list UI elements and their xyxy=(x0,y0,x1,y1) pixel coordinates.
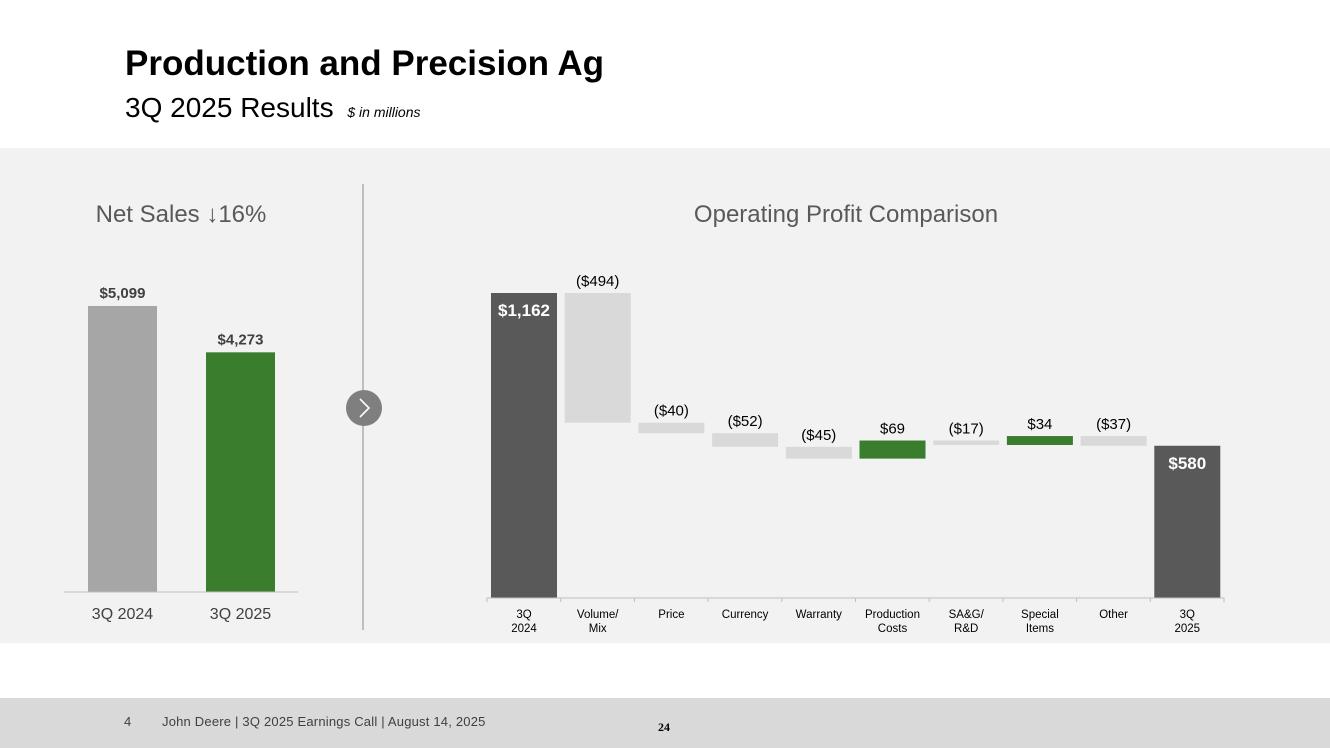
bar xyxy=(564,293,631,423)
page-title: Production and Precision Ag xyxy=(125,44,605,83)
x-tick-label: 3Q 2025 xyxy=(1175,609,1201,635)
x-tick-label: Special Items xyxy=(1021,609,1059,635)
bar xyxy=(206,352,275,592)
units-note: $ in millions xyxy=(347,104,421,120)
chart-title: Net Sales ↓16% xyxy=(96,201,267,228)
data-label: ($37) xyxy=(1096,416,1131,433)
bar xyxy=(1154,445,1221,598)
bar xyxy=(933,440,1000,445)
footer-text: John Deere | 3Q 2025 Earnings Call | Aug… xyxy=(162,714,486,729)
bar xyxy=(88,306,157,592)
data-label: $69 xyxy=(880,421,905,438)
x-tick-label: SA&G/R&D xyxy=(949,609,985,635)
bar xyxy=(859,440,926,459)
data-label: $4,273 xyxy=(218,331,264,348)
data-label: ($45) xyxy=(801,427,836,444)
x-tick-label: Other xyxy=(1099,609,1128,621)
bar xyxy=(785,446,852,459)
data-label: $580 xyxy=(1168,454,1206,473)
chart-title: Operating Profit Comparison xyxy=(694,201,998,228)
x-tick-label: 3Q 2024 xyxy=(92,606,153,623)
subtitle-text: 3Q 2025 Results xyxy=(125,92,334,123)
data-label: $34 xyxy=(1027,416,1052,433)
data-label: ($17) xyxy=(949,421,984,438)
data-label: $1,162 xyxy=(498,301,550,320)
footer-page-number: 4 xyxy=(124,714,132,729)
footer-slide-number: 24 xyxy=(658,720,670,734)
footer: 4 John Deere | 3Q 2025 Earnings Call | A… xyxy=(0,698,1330,748)
bar xyxy=(1006,436,1073,445)
x-tick-label: Currency xyxy=(722,609,769,621)
data-label: ($494) xyxy=(576,273,619,290)
x-tick-label: Warranty xyxy=(796,609,842,621)
x-tick-label: Production Costs xyxy=(865,609,920,635)
x-tick-label: Price xyxy=(658,609,684,621)
page-subtitle: 3Q 2025 Results $ in millions xyxy=(125,92,421,124)
bar xyxy=(638,422,705,434)
data-label: $5,099 xyxy=(100,285,146,302)
x-tick-label: 3Q 2025 xyxy=(210,606,271,623)
data-label: ($52) xyxy=(728,413,763,430)
bar xyxy=(491,293,557,598)
bar xyxy=(712,433,779,447)
x-tick-label: Volume/Mix xyxy=(577,609,619,635)
data-label: ($40) xyxy=(654,403,689,420)
net-sales-chart: Net Sales ↓16% $5,099 3Q 2024 $4,273 3Q 2025 xyxy=(64,201,298,623)
x-tick-label: 3Q 2024 xyxy=(511,609,537,635)
bar xyxy=(1080,436,1147,446)
chevron-right-icon xyxy=(346,390,382,426)
